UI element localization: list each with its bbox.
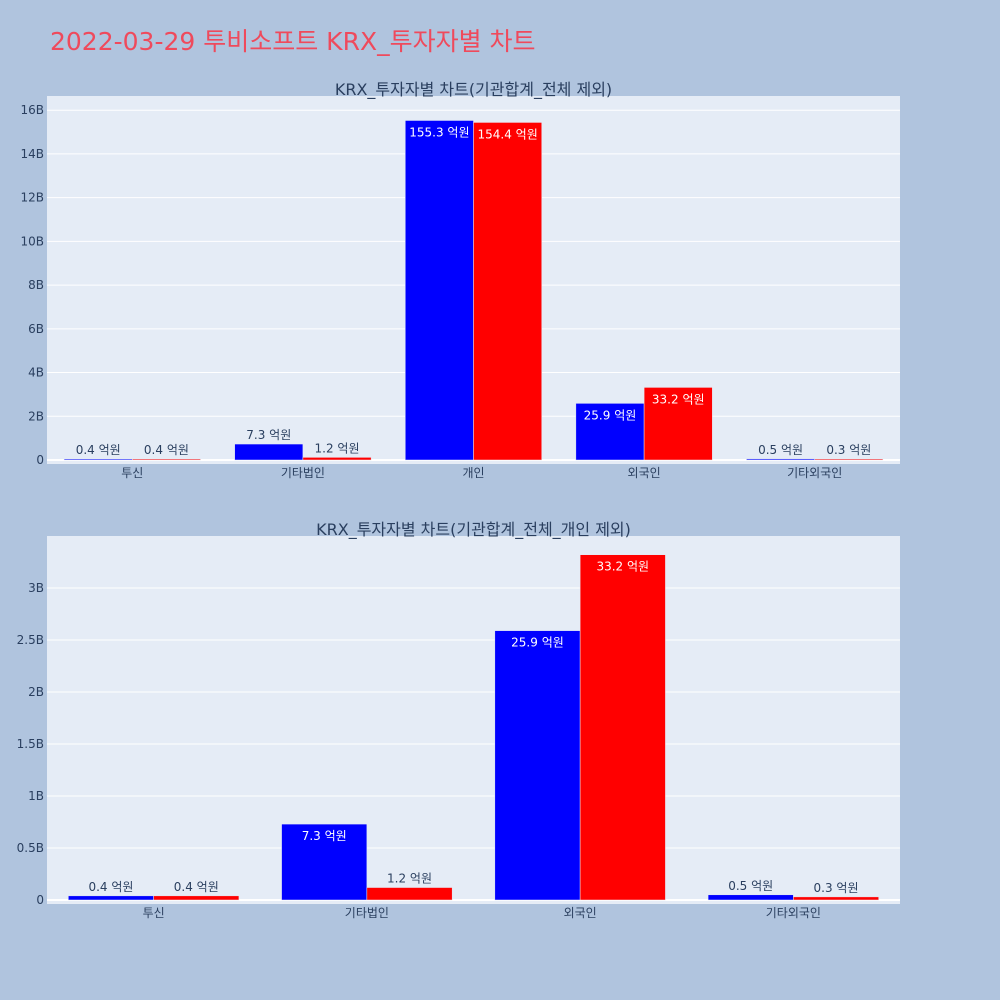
x-tick-label: 기타외국인: [766, 906, 821, 920]
x-tick-label: 투신: [121, 466, 143, 480]
y-tick-label: 10B: [20, 234, 44, 248]
y-tick-label: 0.5B: [17, 841, 44, 855]
y-tick-label: 0: [36, 893, 44, 907]
bar: [302, 457, 372, 461]
x-tick-label: 외국인: [628, 466, 661, 480]
bar: [473, 122, 542, 461]
data-label: 155.3 억원: [409, 125, 469, 139]
y-tick-label: 12B: [20, 191, 44, 205]
data-label: 0.4 억원: [76, 443, 121, 457]
bar: [579, 554, 666, 901]
chart-1: 0 2B 4B 6B 8B 10B 12B 14B 16B KRX_투자자별 차트(기관합계_전체…: [20, 80, 900, 480]
data-label: 0.4 억원: [88, 880, 133, 894]
data-label: 25.9 억원: [511, 636, 564, 650]
bar: [746, 458, 815, 461]
data-label: 0.3 억원: [814, 881, 859, 895]
data-label: 7.3 억원: [302, 829, 347, 843]
y-tick-label: 0: [36, 453, 44, 467]
y-tick-label: 4B: [28, 366, 44, 380]
subplot-title: KRX_투자자별 차트(기관합계_전체 제외): [335, 80, 612, 100]
y-tick-label: 14B: [20, 147, 44, 161]
data-label: 1.2 억원: [315, 441, 360, 455]
bar: [366, 887, 453, 901]
data-label: 0.5 억원: [758, 443, 803, 457]
bar: [281, 823, 368, 901]
x-tick-label: 외국인: [564, 906, 597, 920]
bar: [234, 443, 304, 461]
bar: [153, 895, 240, 901]
y-tick-label: 2B: [28, 685, 44, 699]
x-tick-label: 개인: [462, 466, 484, 480]
bar: [494, 630, 581, 901]
bar: [707, 894, 794, 901]
y-tick-label: 1B: [28, 789, 44, 803]
plot-background: [47, 536, 900, 904]
x-tick-label: 기타외국인: [787, 466, 842, 480]
data-label: 0.3 억원: [826, 443, 871, 457]
data-label: 0.5 억원: [728, 879, 773, 893]
chart-2: 0 0.5B 1B 1.5B 2B 2.5B 3B KRX_투자자별 차트(기관합계_전체_개…: [17, 520, 900, 920]
bar: [132, 458, 201, 461]
y-tick-label: 8B: [28, 278, 44, 292]
bar: [643, 387, 713, 461]
data-label: 7.3 억원: [246, 428, 291, 442]
bar: [575, 403, 645, 461]
subplot-title: KRX_투자자별 차트(기관합계_전체_개인 제외): [316, 520, 631, 540]
data-label: 33.2 억원: [652, 392, 705, 406]
x-tick-label: 투신: [143, 906, 165, 920]
y-tick-label: 3B: [28, 581, 44, 595]
x-tick-label: 기타법인: [345, 906, 389, 920]
bar: [68, 895, 154, 901]
data-label: 0.4 억원: [144, 443, 189, 457]
main-title: 2022-03-29 투비소프트 KRX_투자자별 차트: [50, 27, 536, 56]
bar: [405, 120, 474, 461]
data-label: 154.4 억원: [477, 127, 537, 141]
bar: [63, 458, 133, 461]
y-tick-label: 6B: [28, 322, 44, 336]
x-tick-label: 기타법인: [281, 466, 325, 480]
data-label: 33.2 억원: [596, 560, 649, 574]
data-label: 25.9 억원: [584, 408, 637, 422]
data-label: 0.4 억원: [174, 880, 219, 894]
y-tick-label: 1.5B: [17, 737, 44, 751]
data-label: 1.2 억원: [387, 872, 432, 886]
y-tick-label: 16B: [20, 103, 44, 117]
y-tick-label: 2B: [28, 409, 44, 423]
bar: [793, 896, 879, 901]
y-tick-label: 2.5B: [17, 633, 44, 647]
bar: [814, 458, 884, 461]
